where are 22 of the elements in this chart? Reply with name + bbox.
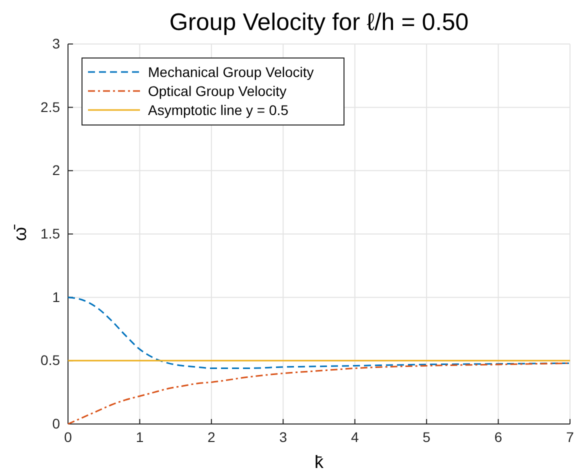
x-tick-label: 1	[136, 428, 144, 445]
x-tick-label: 3	[279, 428, 288, 445]
y-tick-label: 2.5	[40, 98, 60, 115]
legend-label: Mechanical Group Velocity	[148, 64, 314, 80]
y-tick-label: 1.5	[40, 225, 60, 242]
y-tick-label: 3	[52, 35, 60, 52]
x-tick-label: 5	[422, 428, 431, 445]
x-tick-label: 7	[566, 428, 574, 445]
legend-label: Optical Group Velocity	[148, 83, 287, 99]
y-axis-title: ω̄	[10, 224, 30, 242]
x-tick-label: 6	[494, 428, 502, 445]
y-tick-label: 1	[52, 288, 60, 305]
x-tick-label: 0	[64, 428, 72, 445]
y-tick-label: 2	[52, 162, 60, 178]
y-tick-label: 0.5	[40, 352, 60, 368]
x-tick-label: 4	[350, 428, 359, 445]
line-series	[67, 296, 571, 370]
x-tick-label: 2	[208, 428, 216, 445]
y-tick-label: 0	[52, 415, 60, 432]
chart-title: Group Velocity for ℓ/h = 0.50	[169, 9, 469, 36]
legend-label: Asymptotic line y = 0.5	[148, 102, 289, 118]
x-axis-title: k̄	[314, 452, 324, 472]
